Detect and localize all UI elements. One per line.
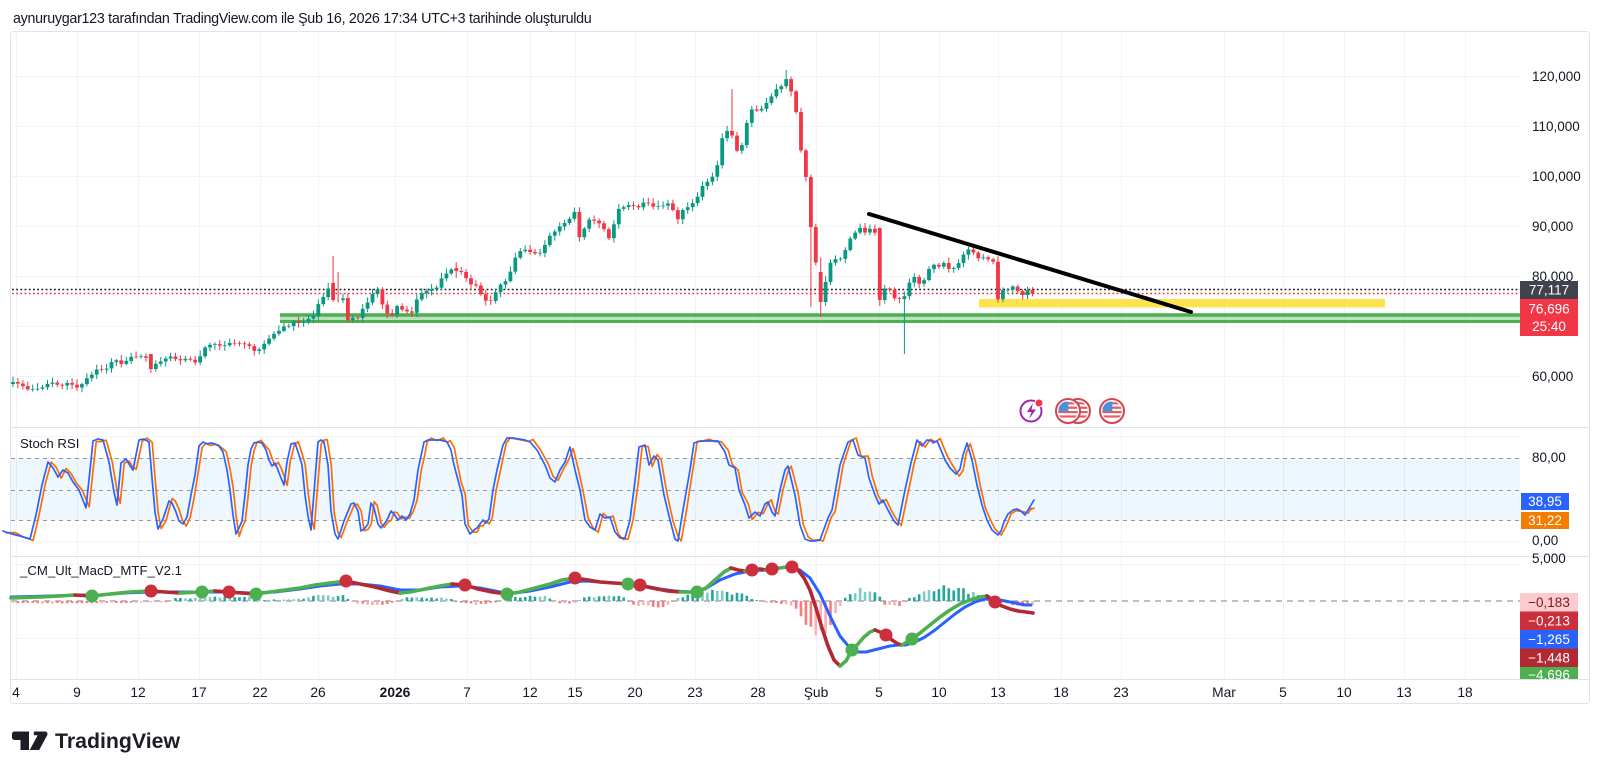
svg-text:17: 17 xyxy=(191,685,206,700)
svg-text:0,00: 0,00 xyxy=(1532,533,1558,548)
svg-text:9: 9 xyxy=(73,685,81,700)
svg-text:5: 5 xyxy=(875,685,883,700)
svg-text:−1,265: −1,265 xyxy=(1528,632,1570,647)
svg-text:31,22: 31,22 xyxy=(1528,513,1562,528)
svg-text:TradingView: TradingView xyxy=(55,729,180,753)
svg-text:80,000: 80,000 xyxy=(1532,269,1573,284)
svg-text:18: 18 xyxy=(1053,685,1069,700)
svg-text:Mar: Mar xyxy=(1212,685,1236,700)
svg-text:25:40: 25:40 xyxy=(1532,319,1566,334)
svg-text:13: 13 xyxy=(990,685,1006,700)
svg-text:13: 13 xyxy=(1396,685,1412,700)
svg-text:10: 10 xyxy=(1336,685,1352,700)
svg-text:28: 28 xyxy=(750,685,766,700)
svg-text:_CM_Ult_MacD_MTF_V2.1: _CM_Ult_MacD_MTF_V2.1 xyxy=(19,563,182,578)
svg-text:26: 26 xyxy=(310,685,326,700)
svg-text:120,000: 120,000 xyxy=(1532,69,1581,84)
svg-text:−0,183: −0,183 xyxy=(1528,595,1570,610)
svg-text:aynuruygar123 tarafından Tradi: aynuruygar123 tarafından TradingView.com… xyxy=(13,11,591,27)
svg-text:12: 12 xyxy=(130,685,145,700)
svg-text:90,000: 90,000 xyxy=(1532,219,1573,234)
svg-text:76,696: 76,696 xyxy=(1528,302,1569,317)
svg-text:5,000: 5,000 xyxy=(1532,551,1566,566)
svg-text:5: 5 xyxy=(1279,685,1287,700)
svg-text:22: 22 xyxy=(252,685,267,700)
svg-text:−4,696: −4,696 xyxy=(1528,668,1570,683)
svg-text:80,00: 80,00 xyxy=(1532,450,1566,465)
svg-text:77,117: 77,117 xyxy=(1529,283,1569,298)
svg-text:38,95: 38,95 xyxy=(1528,494,1562,509)
svg-text:4: 4 xyxy=(12,685,20,700)
svg-text:12: 12 xyxy=(522,685,537,700)
svg-text:Şub: Şub xyxy=(804,685,829,700)
svg-text:7: 7 xyxy=(463,685,471,700)
svg-text:100,000: 100,000 xyxy=(1532,169,1581,184)
svg-text:110,000: 110,000 xyxy=(1532,119,1580,134)
svg-text:23: 23 xyxy=(687,685,703,700)
svg-text:18: 18 xyxy=(1457,685,1473,700)
svg-text:23: 23 xyxy=(1113,685,1129,700)
svg-text:20: 20 xyxy=(627,685,643,700)
svg-text:−0,213: −0,213 xyxy=(1528,614,1570,629)
svg-text:60,000: 60,000 xyxy=(1532,369,1573,384)
svg-text:10: 10 xyxy=(931,685,947,700)
svg-text:15: 15 xyxy=(567,685,583,700)
svg-text:−1,448: −1,448 xyxy=(1528,651,1570,666)
svg-text:Stoch RSI: Stoch RSI xyxy=(20,436,79,451)
svg-text:2026: 2026 xyxy=(380,685,411,700)
